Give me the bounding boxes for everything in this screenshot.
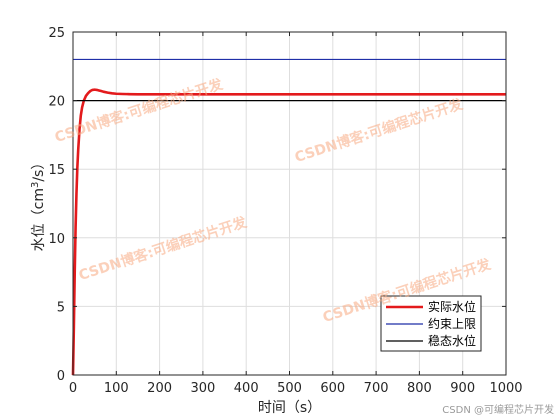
legend-entry-label: 约束上限 (428, 316, 476, 331)
legend-box (380, 295, 482, 352)
y-tick-label: 15 (48, 163, 65, 178)
x-tick-label: 400 (234, 381, 259, 396)
x-tick-label: 1000 (489, 381, 522, 396)
y-tick-label: 25 (48, 26, 65, 41)
y-axis-label-superscript: 3 (30, 182, 41, 188)
y-tick-label: 0 (57, 369, 65, 384)
y-tick-label: 20 (48, 95, 65, 110)
legend-entry-label: 稳态水位 (428, 333, 476, 348)
x-tick-label: 600 (320, 381, 345, 396)
series-line (71, 88, 506, 376)
source-credit: CSDN @可编程芯片开发 (442, 405, 554, 416)
x-tick-label: 800 (407, 381, 432, 396)
y-axis-label-suffix: /s） (31, 156, 47, 182)
x-tick-label: 900 (450, 381, 475, 396)
y-tick-label: 10 (48, 232, 65, 247)
x-tick-label: 100 (104, 381, 129, 396)
x-axis-label: 时间（s） (258, 400, 321, 416)
y-axis-label-prefix: 水位（cm (31, 188, 47, 251)
x-tick-label: 200 (147, 381, 172, 396)
x-tick-label: 0 (69, 381, 77, 396)
x-tick-label: 700 (364, 381, 389, 396)
x-tick-label: 500 (277, 381, 302, 396)
axis-ticks: 0 100 200 300 400 500 600 700 800 900 1000 0 5 10 15 20… (48, 26, 522, 396)
y-axis-label: 水位（cm3/s） (30, 156, 47, 252)
x-tick-label: 300 (190, 381, 215, 396)
legend-entry-label: 实际水位 (428, 299, 476, 314)
series-group (71, 58, 506, 376)
y-tick-label: 5 (57, 300, 65, 315)
